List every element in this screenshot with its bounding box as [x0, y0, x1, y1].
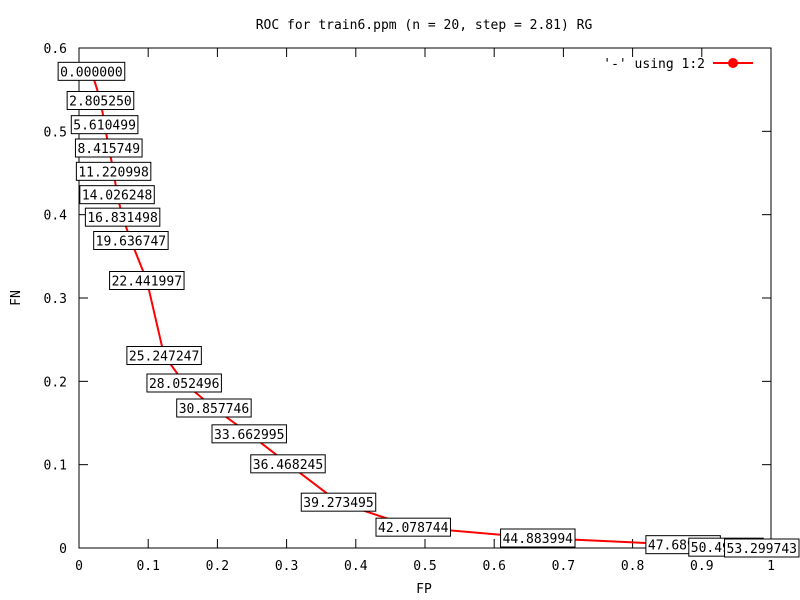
point-label: 44.883994 [500, 528, 576, 548]
point-label-text: 0.000000 [60, 65, 123, 80]
point-label-box [57, 61, 126, 81]
x-tick-label: 0.9 [690, 559, 713, 574]
y-tick-label: 0.6 [44, 42, 67, 57]
point-label: 42.078744 [375, 517, 451, 537]
point-label-text: 33.662995 [214, 428, 284, 443]
point-label-text: 16.831498 [87, 211, 157, 226]
point-label-text: 11.220998 [78, 165, 148, 180]
legend: '-' using 1:2 [603, 57, 753, 72]
point-label-box [211, 424, 287, 444]
x-tick-label: 0.4 [344, 559, 368, 574]
y-tick-label: 0.2 [44, 375, 67, 390]
x-tick-label: 0.8 [621, 559, 644, 574]
chart-title: ROC for train6.ppm (n = 20, step = 2.81)… [256, 18, 593, 33]
series-line [90, 71, 765, 549]
point-label: 11.220998 [75, 161, 152, 181]
x-tick-label: 0.5 [413, 559, 436, 574]
point-label-text: 14.026248 [82, 189, 152, 204]
point-label-text: 28.052496 [149, 377, 219, 392]
point-label-text: 44.883994 [503, 532, 574, 547]
x-tick-label: 0.7 [552, 559, 575, 574]
point-label-text: 36.468245 [253, 458, 323, 473]
legend-label: '-' using 1:2 [603, 57, 705, 72]
point-labels: 0.000000 2.805250 5.610499 8.415749 11.22099… [57, 61, 800, 558]
point-label: 22.441997 [109, 271, 185, 290]
point-label-box [109, 271, 185, 290]
point-label-box [70, 115, 139, 135]
point-label: 16.831498 [84, 207, 161, 227]
plot-frame [78, 47, 772, 549]
point-label-box [300, 492, 377, 512]
point-label-text: 19.636747 [96, 235, 166, 250]
point-label-text: 42.078744 [378, 521, 449, 536]
x-axis-label: FP [416, 582, 432, 597]
y-axis-label: FN [9, 290, 24, 306]
y-axis: 0 0.1 0.2 0.3 0.4 0.5 0.6 [44, 42, 771, 557]
point-label: 2.805250 [66, 91, 135, 110]
x-tick-label: 0 [75, 559, 83, 574]
y-tick-label: 0.3 [44, 292, 67, 307]
point-label: 8.415749 [74, 138, 143, 158]
point-label-text: 25.247247 [129, 350, 199, 365]
point-label-box [66, 91, 135, 110]
point-label-box [375, 517, 451, 537]
point-label-box [724, 538, 800, 558]
point-label-box [146, 373, 222, 393]
point-label: 28.052496 [146, 373, 222, 393]
point-label-text: 5.610499 [73, 119, 136, 134]
point-label-box [500, 528, 576, 548]
point-label-box [176, 398, 252, 418]
point-label-text: 22.441997 [112, 275, 182, 290]
point-label-box [74, 138, 143, 158]
point-label: 25.247247 [126, 346, 202, 365]
point-label-box [93, 231, 169, 250]
x-tick-label: 0.2 [206, 559, 229, 574]
point-label-text: 53.299743 [727, 542, 797, 557]
point-label-text: 2.805250 [69, 95, 132, 110]
x-tick-label: 0.6 [482, 559, 505, 574]
point-label: 36.468245 [250, 454, 326, 474]
legend-marker [728, 58, 738, 68]
point-label: 39.273495 [300, 492, 377, 512]
point-label: 53.299743 [724, 538, 800, 558]
point-label: 19.636747 [93, 231, 169, 250]
x-tick-label: 0.3 [275, 559, 298, 574]
y-tick-label: 0.5 [44, 125, 67, 140]
point-label: 14.026248 [79, 185, 155, 205]
x-tick-label: 1 [767, 559, 775, 574]
y-tick-label: 0 [59, 542, 67, 557]
point-label-box [126, 346, 202, 365]
point-label: 30.857746 [176, 398, 252, 418]
point-label-text: 30.857746 [179, 402, 249, 417]
point-label: 33.662995 [211, 424, 287, 444]
x-axis: 0 0.1 0.2 0.3 0.4 0.5 0.6 0.7 0.8 0.9 1 [75, 48, 775, 574]
point-label-text: 39.273495 [303, 496, 373, 511]
point-label: 5.610499 [70, 115, 139, 135]
point-label-box [250, 454, 326, 474]
point-label-box [75, 161, 152, 181]
point-label-box [84, 207, 161, 227]
x-tick-label: 0.1 [136, 559, 159, 574]
point-label-box [79, 185, 155, 205]
point-label: 0.000000 [57, 61, 126, 81]
point-label-text: 8.415749 [77, 142, 140, 157]
y-tick-label: 0.4 [44, 209, 68, 224]
y-tick-label: 0.1 [44, 459, 67, 474]
